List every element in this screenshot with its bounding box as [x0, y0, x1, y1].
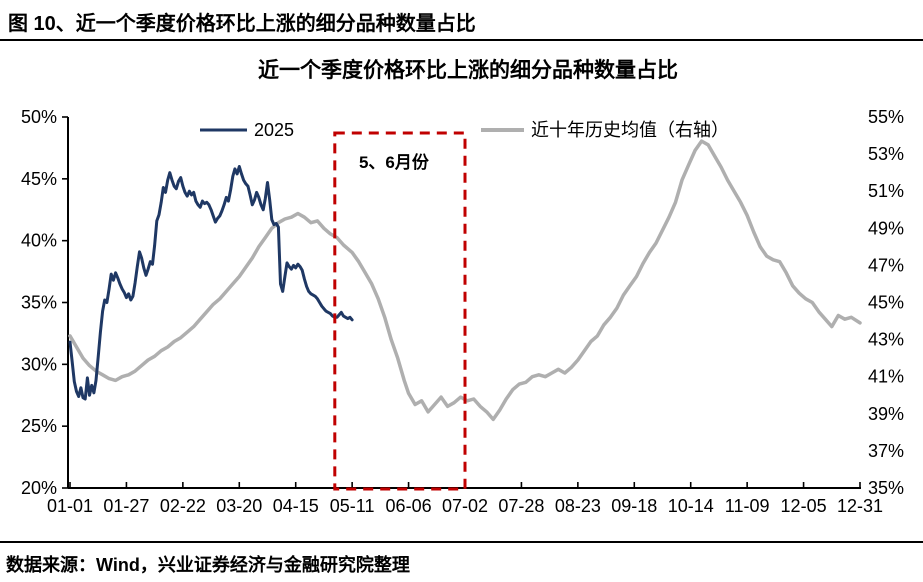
- legend-avg-label: 近十年历史均值（右轴）: [531, 120, 729, 140]
- x-axis-tick-label: 09-18: [611, 496, 657, 516]
- chart-canvas: 近一个季度价格环比上涨的细分品种数量占比 2025 近十年历史均值（右轴） 20…: [21, 58, 904, 516]
- right-axis-tick-label: 55%: [868, 107, 904, 127]
- legend-2025-label: 2025: [254, 120, 294, 140]
- left-axis-tick-label: 20%: [21, 478, 57, 498]
- x-axis-tick-label: 11-09: [725, 496, 770, 516]
- x-axis-tick-label: 07-28: [498, 496, 544, 516]
- right-axis-tick-label: 47%: [868, 255, 904, 275]
- x-axis-tick-label: 08-23: [555, 496, 601, 516]
- x-axis-tick-label: 10-14: [668, 496, 714, 516]
- x-axis-tick-label: 06-06: [386, 496, 432, 516]
- right-axis-tick-label: 53%: [868, 144, 904, 164]
- annotation-box: [333, 131, 467, 491]
- right-axis-tick-label: 49%: [868, 218, 904, 238]
- left-axis-tick-label: 50%: [21, 107, 57, 127]
- axes: 20% 25% 30% 35% 40% 45% 50% 35% 37% 39% 41% 43% 45% 4…: [21, 107, 904, 516]
- left-axis-tick-label: 30%: [21, 354, 57, 374]
- x-axis-tick-label: 05-11: [330, 496, 375, 516]
- x-axis-tick-label: 04-15: [273, 496, 319, 516]
- bottom-divider: [0, 541, 923, 543]
- left-axis-tick-label: 35%: [21, 293, 57, 313]
- source-note: 数据来源：Wind，兴业证券经济与金融研究院整理: [6, 555, 410, 575]
- chart-title: 近一个季度价格环比上涨的细分品种数量占比: [258, 58, 678, 82]
- right-axis-tick-label: 41%: [868, 367, 904, 387]
- right-axis-tick-label: 39%: [868, 404, 904, 424]
- right-axis-tick-label: 37%: [868, 441, 904, 461]
- right-axis-tick-label: 51%: [868, 181, 904, 201]
- left-axis-tick-label: 45%: [21, 169, 57, 189]
- x-axis-tick-label: 02-22: [160, 496, 206, 516]
- x-axis-tick-label: 01-01: [47, 496, 93, 516]
- series-line-2025: [68, 165, 354, 401]
- chart-legend: 2025 近十年历史均值（右轴）: [200, 120, 729, 140]
- x-axis-tick-label: 12-05: [781, 496, 827, 516]
- right-axis-tick-label: 35%: [868, 478, 904, 498]
- x-axis-tick-label: 12-31: [837, 496, 883, 516]
- left-axis-tick-label: 40%: [21, 231, 57, 251]
- left-axis-tick-label: 25%: [21, 416, 57, 436]
- right-axis-tick-label: 45%: [868, 293, 904, 313]
- top-divider: [0, 39, 923, 41]
- annotation-label: 5、6月份: [359, 152, 430, 172]
- x-axis-tick-label: 01-27: [103, 496, 149, 516]
- x-axis-tick-label: 03-20: [216, 496, 262, 516]
- x-axis-tick-label: 07-02: [442, 496, 488, 516]
- right-axis-tick-label: 43%: [868, 330, 904, 350]
- figure-caption: 图 10、近一个季度价格环比上涨的细分品种数量占比: [8, 13, 476, 35]
